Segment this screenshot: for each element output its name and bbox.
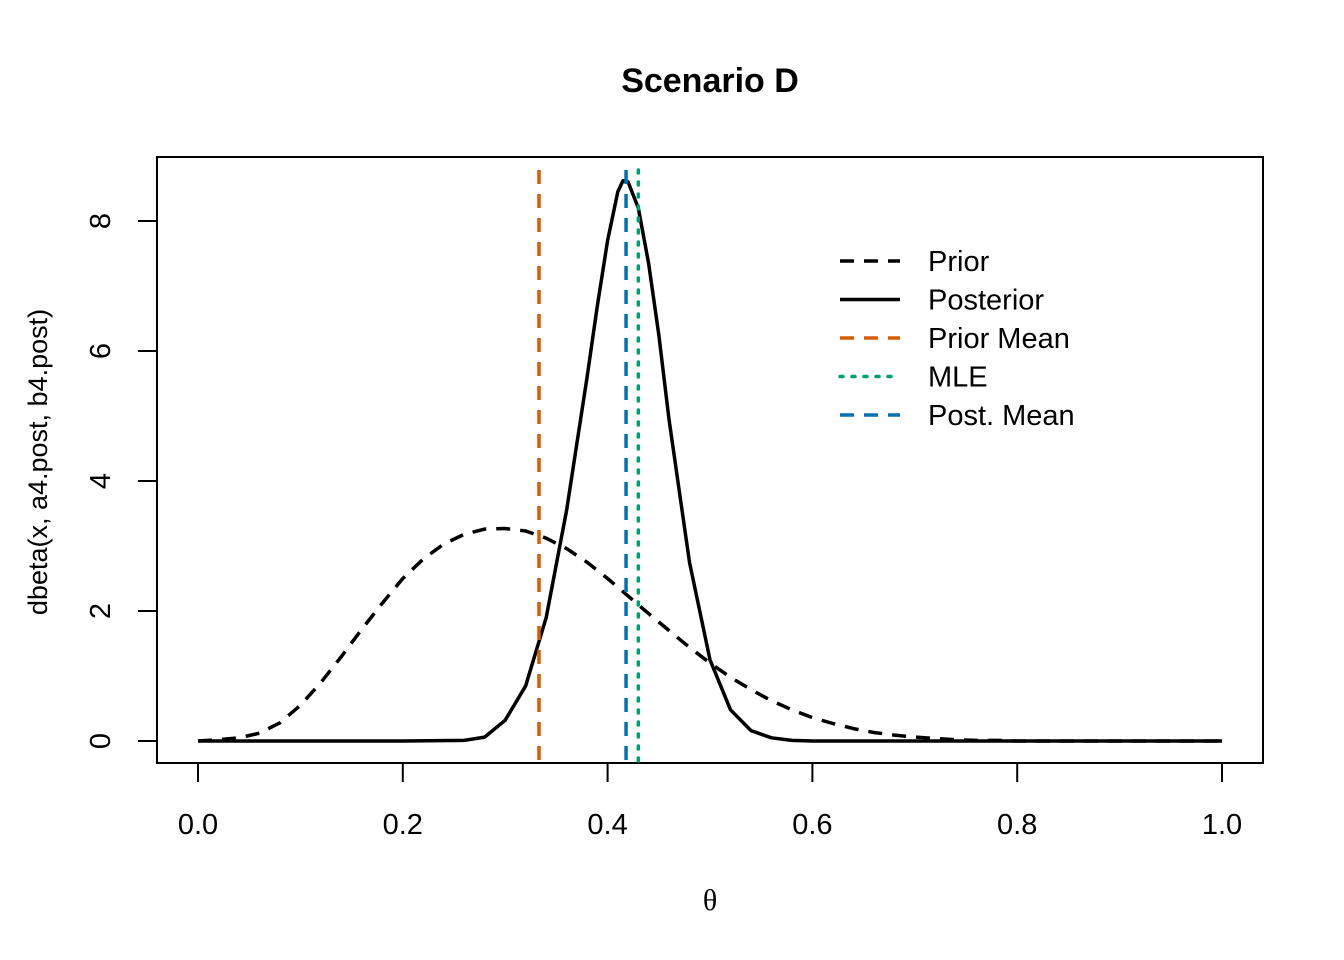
legend-label: Prior [928, 246, 990, 278]
x-tick-label: 0.0 [178, 809, 218, 841]
x-tick-label: 0.8 [997, 809, 1037, 841]
legend-label: Prior Mean [928, 323, 1070, 355]
prior-curve [197, 526, 1222, 743]
y-axis: 0 2 4 6 8 [85, 213, 158, 749]
x-tick-label: 0.4 [587, 809, 627, 841]
x-axis-label: θ [703, 884, 717, 917]
x-tick-label: 0.2 [383, 809, 423, 841]
y-tick-label: 8 [85, 213, 117, 229]
plot-area [197, 168, 1222, 765]
x-tick-label: 1.0 [1202, 809, 1242, 841]
y-tick-label: 2 [85, 603, 117, 619]
x-axis: 0.0 0.2 0.4 0.6 0.8 1.0 [178, 762, 1242, 841]
legend: Prior Posterior Prior Mean MLE Post. Mean [838, 246, 1075, 432]
y-tick-label: 6 [85, 343, 117, 359]
plot-frame [156, 156, 1264, 764]
posterior-curve [198, 178, 1222, 743]
legend-label: Posterior [928, 285, 1044, 317]
x-tick-label: 0.6 [792, 809, 832, 841]
chart-title: Scenario D [621, 62, 799, 100]
legend-label: Post. Mean [928, 400, 1075, 432]
legend-label: MLE [928, 362, 988, 394]
y-tick-label: 4 [85, 473, 117, 489]
y-tick-label: 0 [85, 733, 117, 749]
y-axis-label: dbeta(x, a4.post, b4.post) [23, 309, 53, 615]
